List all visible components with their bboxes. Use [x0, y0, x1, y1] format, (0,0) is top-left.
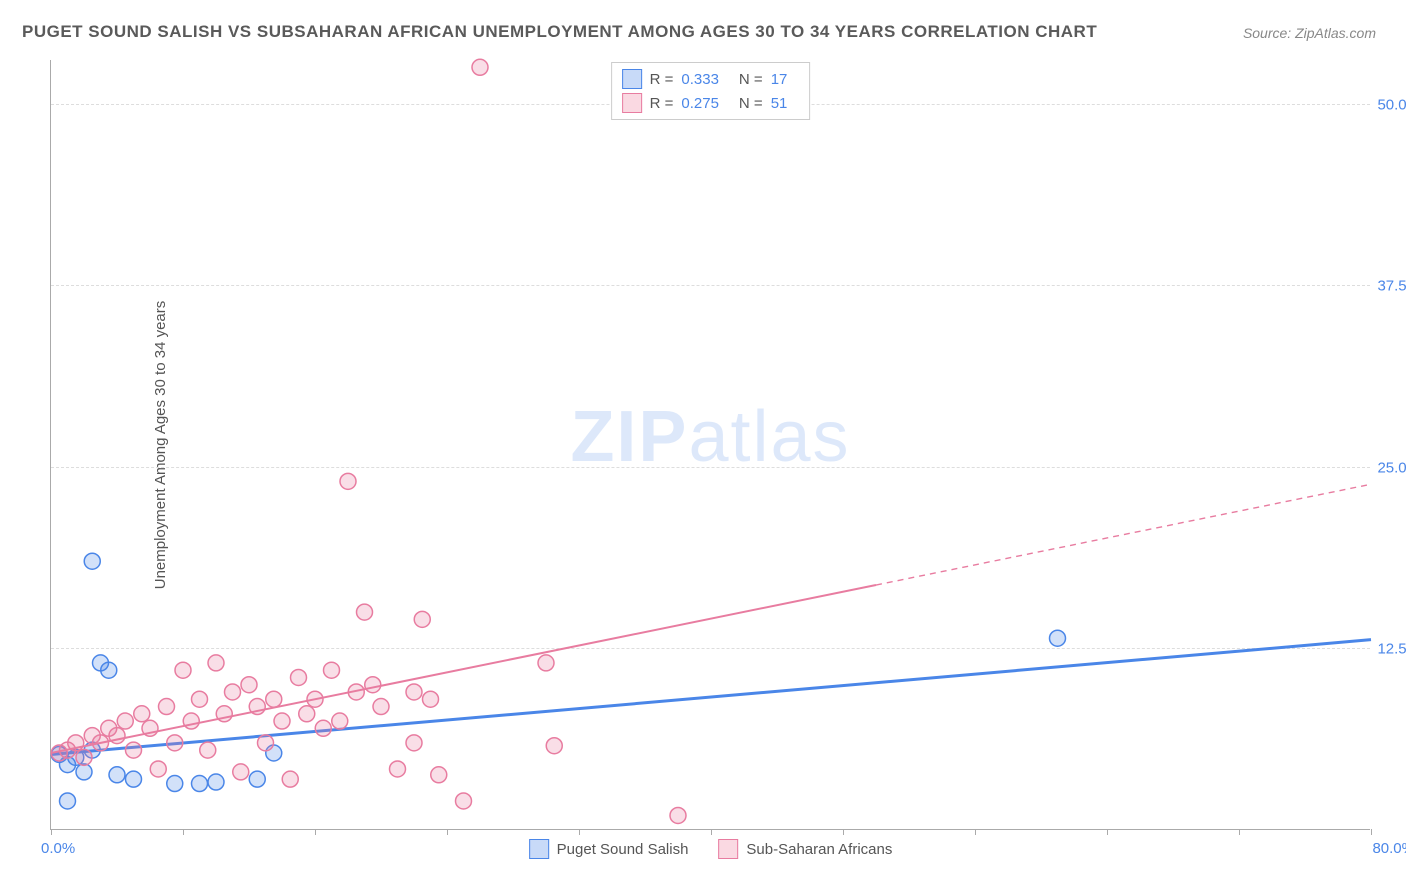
- data-point: [431, 767, 447, 783]
- x-axis-min-label: 0.0%: [41, 840, 75, 857]
- r-label: R =: [650, 95, 674, 112]
- x-tick: [1239, 829, 1240, 835]
- trend-line: [51, 640, 1371, 755]
- data-point: [159, 699, 175, 715]
- data-point: [315, 720, 331, 736]
- data-point: [109, 767, 125, 783]
- data-point: [538, 655, 554, 671]
- data-point: [373, 699, 389, 715]
- swatch-icon: [622, 69, 642, 89]
- source-attribution: Source: ZipAtlas.com: [1243, 25, 1376, 41]
- x-tick: [711, 829, 712, 835]
- data-point: [456, 793, 472, 809]
- data-point: [249, 771, 265, 787]
- n-label: N =: [739, 95, 763, 112]
- r-value: 0.275: [681, 95, 719, 112]
- data-point: [167, 776, 183, 792]
- data-point: [208, 655, 224, 671]
- data-point: [84, 553, 100, 569]
- swatch-icon: [622, 93, 642, 113]
- plot-area: Unemployment Among Ages 30 to 34 years Z…: [50, 60, 1370, 830]
- trend-line-dashed: [876, 484, 1371, 585]
- legend-stats: R = 0.333 N = 17 R = 0.275 N = 51: [611, 62, 811, 120]
- data-point: [76, 764, 92, 780]
- x-tick: [1371, 829, 1372, 835]
- legend-stats-row: R = 0.333 N = 17: [622, 67, 800, 91]
- data-point: [192, 691, 208, 707]
- data-point: [423, 691, 439, 707]
- r-value: 0.333: [681, 71, 719, 88]
- r-label: R =: [650, 71, 674, 88]
- data-point: [406, 684, 422, 700]
- data-point: [241, 677, 257, 693]
- chart-svg: [51, 60, 1370, 829]
- data-point: [208, 774, 224, 790]
- data-point: [233, 764, 249, 780]
- x-tick: [975, 829, 976, 835]
- data-point: [1050, 630, 1066, 646]
- data-point: [266, 691, 282, 707]
- legend-label: Sub-Saharan Africans: [746, 841, 892, 858]
- data-point: [274, 713, 290, 729]
- n-value: 17: [771, 71, 788, 88]
- data-point: [299, 706, 315, 722]
- y-tick-label: 50.0%: [1377, 96, 1406, 113]
- swatch-icon: [718, 839, 738, 859]
- data-point: [472, 59, 488, 75]
- data-point: [60, 793, 76, 809]
- x-tick: [447, 829, 448, 835]
- n-label: N =: [739, 71, 763, 88]
- legend-item: Puget Sound Salish: [529, 839, 689, 859]
- data-point: [76, 749, 92, 765]
- data-point: [365, 677, 381, 693]
- data-point: [126, 742, 142, 758]
- x-tick: [843, 829, 844, 835]
- data-point: [134, 706, 150, 722]
- legend-stats-row: R = 0.275 N = 51: [622, 91, 800, 115]
- data-point: [175, 662, 191, 678]
- data-point: [117, 713, 133, 729]
- x-tick: [51, 829, 52, 835]
- swatch-icon: [529, 839, 549, 859]
- data-point: [200, 742, 216, 758]
- data-point: [340, 473, 356, 489]
- data-point: [282, 771, 298, 787]
- data-point: [324, 662, 340, 678]
- x-tick: [1107, 829, 1108, 835]
- y-tick-label: 12.5%: [1377, 641, 1406, 658]
- data-point: [291, 669, 307, 685]
- legend-label: Puget Sound Salish: [557, 841, 689, 858]
- x-tick: [183, 829, 184, 835]
- chart-title: PUGET SOUND SALISH VS SUBSAHARAN AFRICAN…: [22, 22, 1097, 42]
- y-tick-label: 37.5%: [1377, 278, 1406, 295]
- data-point: [183, 713, 199, 729]
- data-point: [332, 713, 348, 729]
- x-tick: [315, 829, 316, 835]
- n-value: 51: [771, 95, 788, 112]
- data-point: [414, 611, 430, 627]
- legend-item: Sub-Saharan Africans: [718, 839, 892, 859]
- data-point: [101, 662, 117, 678]
- x-axis-max-label: 80.0%: [1372, 840, 1406, 857]
- data-point: [150, 761, 166, 777]
- data-point: [258, 735, 274, 751]
- data-point: [670, 807, 686, 823]
- data-point: [390, 761, 406, 777]
- data-point: [546, 738, 562, 754]
- y-tick-label: 25.0%: [1377, 459, 1406, 476]
- data-point: [126, 771, 142, 787]
- data-point: [406, 735, 422, 751]
- data-point: [167, 735, 183, 751]
- data-point: [192, 776, 208, 792]
- x-tick: [579, 829, 580, 835]
- data-point: [225, 684, 241, 700]
- data-point: [357, 604, 373, 620]
- legend-series: Puget Sound Salish Sub-Saharan Africans: [529, 839, 893, 859]
